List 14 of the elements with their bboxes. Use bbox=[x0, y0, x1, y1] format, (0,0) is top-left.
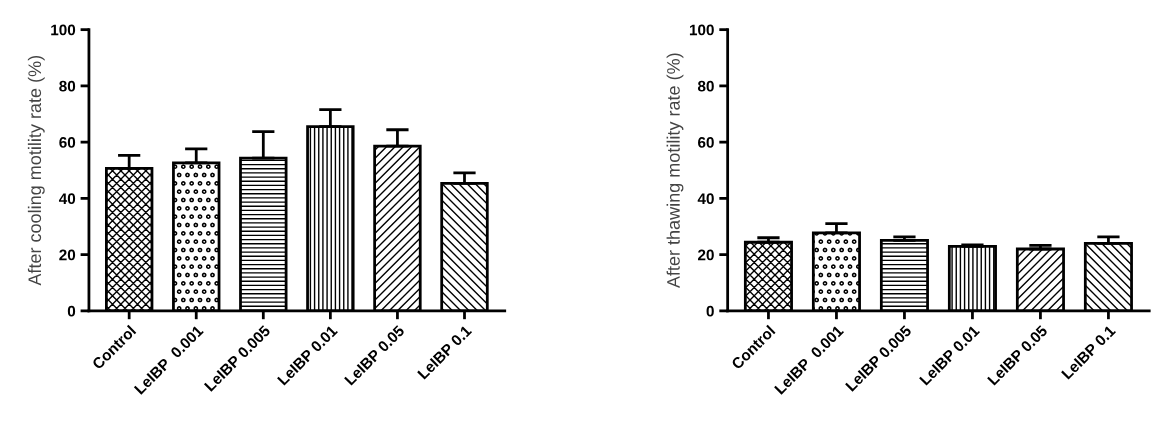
y-tick-label: 60 bbox=[59, 137, 76, 148]
y-tick-label: 20 bbox=[697, 249, 714, 261]
y-tick-label: 40 bbox=[58, 193, 76, 205]
y-tick-label: 0 bbox=[706, 305, 714, 317]
y-tick-label: 20 bbox=[59, 249, 76, 261]
y-axis-title: After thawing motility rate (%) bbox=[666, 53, 684, 289]
y-tick-label: 100 bbox=[51, 24, 76, 36]
y-tick-label: 40 bbox=[697, 193, 714, 205]
y-tick-label: 60 bbox=[698, 137, 714, 148]
y-tick-label: 80 bbox=[59, 80, 76, 92]
y-tick-label: 80 bbox=[697, 80, 714, 92]
y-tick-label: 0 bbox=[67, 305, 76, 317]
y-axis-title: After cooling motility rate (%) bbox=[27, 55, 45, 286]
y-tick-label: 100 bbox=[689, 24, 714, 36]
